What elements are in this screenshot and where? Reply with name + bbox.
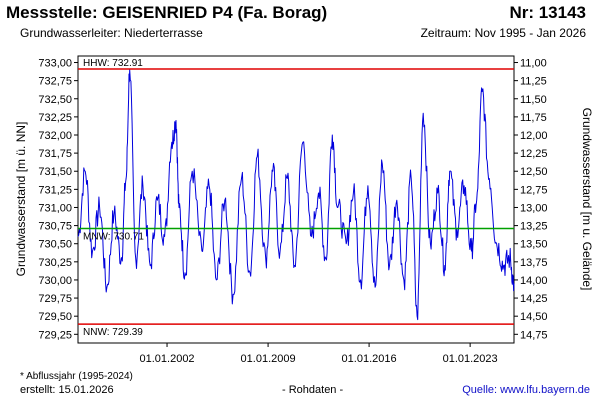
y-left-tick-label: 731,50 [38,166,72,178]
y-right-tick-label: 13,25 [520,221,548,233]
y-left-tick-label: 732,00 [38,130,72,142]
y-left-tick-label: 732,75 [38,76,72,88]
y-right-tick-label: 11,25 [520,76,547,88]
y-left-tick-label: 730,00 [38,275,72,287]
y-axis-right-title: Grundwasserstand [m u. Gelände] [580,108,594,291]
y-axis-left-title: Grundwasserstand [m ü. NN] [14,122,28,277]
x-tick-label: 01.01.2002 [140,353,195,365]
created-date: erstellt: 15.01.2026 [20,384,114,396]
y-left-tick-label: 732,25 [38,112,72,124]
x-tick-label: 01.01.2016 [342,353,397,365]
y-left-tick-label: 730,50 [38,239,72,251]
y-right-tick-label: 14,50 [520,311,548,323]
y-right-tick-label: 13,50 [520,239,548,251]
y-left-tick-label: 732,50 [38,94,72,106]
y-left-tick-label: 731,25 [38,184,72,196]
reference-label: HHW: 732.91 [83,58,143,69]
y-left-tick-label: 730,25 [38,257,72,269]
y-left-tick-label: 729,75 [38,293,72,305]
x-tick-label: 01.01.2009 [241,353,296,365]
reference-label: MNW: 730.71 [83,231,144,242]
y-right-tick-label: 12,50 [520,166,548,178]
y-right-tick-label: 14,25 [520,293,548,305]
x-axis: 01.01.2002 01.01.2009 01.01.2016 01.01.2023 [140,343,498,365]
series-group [77,69,515,321]
y-right-tick-label: 13,00 [520,202,548,214]
period-label: Zeitraum: Nov 1995 - Jan 2026 [420,26,586,40]
y-right-tick-label: 14,00 [520,275,548,287]
left-axis: 733,00 732,75 732,50 732,25 732,00 731,75 731,… [38,58,78,341]
y-right-tick-label: 11,50 [520,94,547,106]
y-right-tick-label: 11,00 [520,58,547,70]
y-left-tick-label: 730,75 [38,221,72,233]
y-left-tick-label: 729,25 [38,329,72,341]
source-link[interactable]: Quelle: www.lfu.bayern.de [462,384,590,396]
footnote: * Abflussjahr (1995-2024) [20,371,133,382]
y-left-tick-label: 731,00 [38,202,72,214]
page-title: Messstelle: GEISENRIED P4 (Fa. Borag) [6,3,328,22]
y-right-tick-label: 12,00 [520,130,548,142]
series-line [77,69,515,321]
right-axis: 11,00 11,25 11,50 11,75 12,00 12,25 12,50 12,75… [514,58,548,341]
y-right-tick-label: 13,75 [520,257,548,269]
aquifer-label: Grundwasserleiter: Niederterrasse [20,26,203,40]
plot-area [77,55,515,344]
raw-data-label: - Rohdaten - [282,384,344,396]
reference-lines: HHW: 732.91 MNW: 730.71 NNW: 729.39 [78,58,514,338]
x-tick-label: 01.01.2023 [443,353,498,365]
y-left-tick-label: 733,00 [38,58,72,70]
station-number: Nr: 13143 [509,3,586,22]
y-left-tick-label: 731,75 [38,148,72,160]
y-right-tick-label: 14,75 [520,329,548,341]
y-right-tick-label: 11,75 [520,112,547,124]
y-right-tick-label: 12,25 [520,148,548,160]
y-left-tick-label: 729,50 [38,311,72,323]
reference-label: NNW: 729.39 [83,327,143,338]
y-right-tick-label: 12,75 [520,184,548,196]
